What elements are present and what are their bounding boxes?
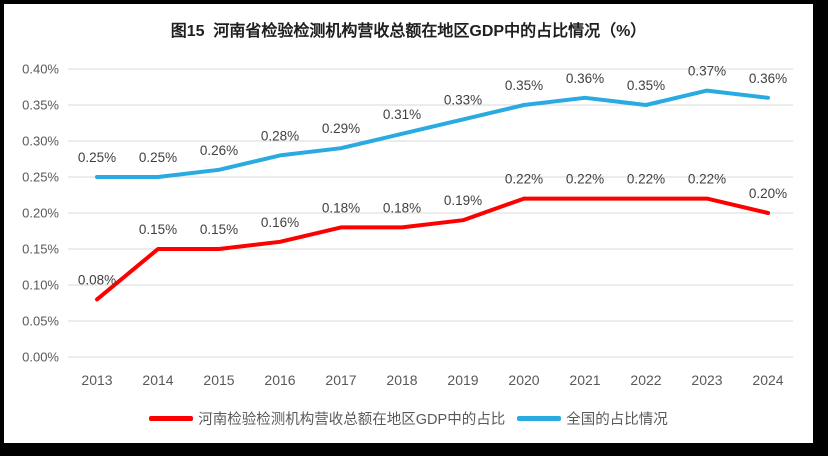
data-label: 0.22%	[688, 172, 726, 187]
x-axis-tick-label: 2020	[508, 372, 539, 388]
x-axis-tick-label: 2022	[630, 372, 661, 388]
data-label: 0.20%	[749, 186, 787, 201]
data-label: 0.15%	[139, 222, 177, 237]
data-label: 0.22%	[566, 172, 604, 187]
data-label: 0.08%	[78, 272, 116, 287]
data-label: 0.33%	[444, 92, 482, 107]
y-axis-tick-label: 0.15%	[22, 242, 59, 257]
x-axis-tick-label: 2018	[386, 372, 417, 388]
x-axis-tick-label: 2016	[264, 372, 295, 388]
legend-marker-henan-line	[149, 416, 194, 421]
x-axis-tick-label: 2019	[447, 372, 478, 388]
x-axis-tick-label: 2013	[81, 372, 112, 388]
data-label: 0.37%	[688, 64, 726, 79]
data-label: 0.31%	[383, 107, 421, 122]
y-axis-tick-label: 0.35%	[22, 98, 59, 113]
data-label: 0.28%	[261, 128, 299, 143]
x-axis-tick-label: 2015	[203, 372, 234, 388]
series-line-0	[95, 196, 770, 302]
data-label: 0.22%	[627, 172, 665, 187]
data-label: 0.18%	[383, 200, 421, 215]
legend-item-national: 全国的占比情况	[517, 408, 668, 429]
x-axis-tick-label: 2021	[569, 372, 600, 388]
y-axis-tick-label: 0.40%	[22, 62, 59, 77]
data-label: 0.18%	[322, 200, 360, 215]
legend-marker-national-line	[517, 416, 562, 421]
data-label: 0.16%	[261, 215, 299, 230]
data-label: 0.36%	[749, 71, 787, 86]
chart-title: 图15 河南省检验检测机构营收总额在地区GDP中的占比情况（%）	[170, 23, 647, 40]
y-axis-tick-label: 0.10%	[22, 278, 59, 293]
data-label: 0.26%	[200, 143, 238, 158]
x-axis-tick-label: 2014	[142, 372, 173, 388]
data-label: 0.35%	[505, 78, 543, 93]
data-label: 0.15%	[200, 222, 238, 237]
y-axis-tick-label: 0.20%	[22, 206, 59, 221]
x-axis-tick-label: 2023	[691, 372, 722, 388]
legend-label-national: 全国的占比情况	[566, 412, 668, 428]
y-axis-tick-label: 0.30%	[22, 134, 59, 149]
legend-label-henan: 河南检验检测机构营收总额在地区GDP中的占比	[198, 412, 506, 428]
y-axis-tick-label: 0.00%	[22, 350, 59, 365]
data-label: 0.29%	[322, 121, 360, 136]
y-axis-tick-label: 0.05%	[22, 314, 59, 329]
series-line-1	[95, 88, 770, 179]
data-label: 0.22%	[505, 172, 543, 187]
data-label: 0.36%	[566, 71, 604, 86]
x-axis-tick-label: 2024	[752, 372, 783, 388]
data-label: 0.19%	[444, 193, 482, 208]
line-chart-canvas: 0.00% 0.05% 0.10% 0.15% 0.20% 0.25% 0.30% 0.35%…	[22, 62, 793, 388]
x-axis-tick-label: 2017	[325, 372, 356, 388]
data-label: 0.25%	[78, 150, 116, 165]
legend-item-henan: 河南检验检测机构营收总额在地区GDP中的占比	[149, 408, 505, 429]
data-label: 0.35%	[627, 78, 665, 93]
chart-legend: 河南检验检测机构营收总额在地区GDP中的占比 全国的占比情况	[4, 408, 813, 429]
y-axis-tick-label: 0.25%	[22, 170, 59, 185]
data-label: 0.25%	[139, 150, 177, 165]
